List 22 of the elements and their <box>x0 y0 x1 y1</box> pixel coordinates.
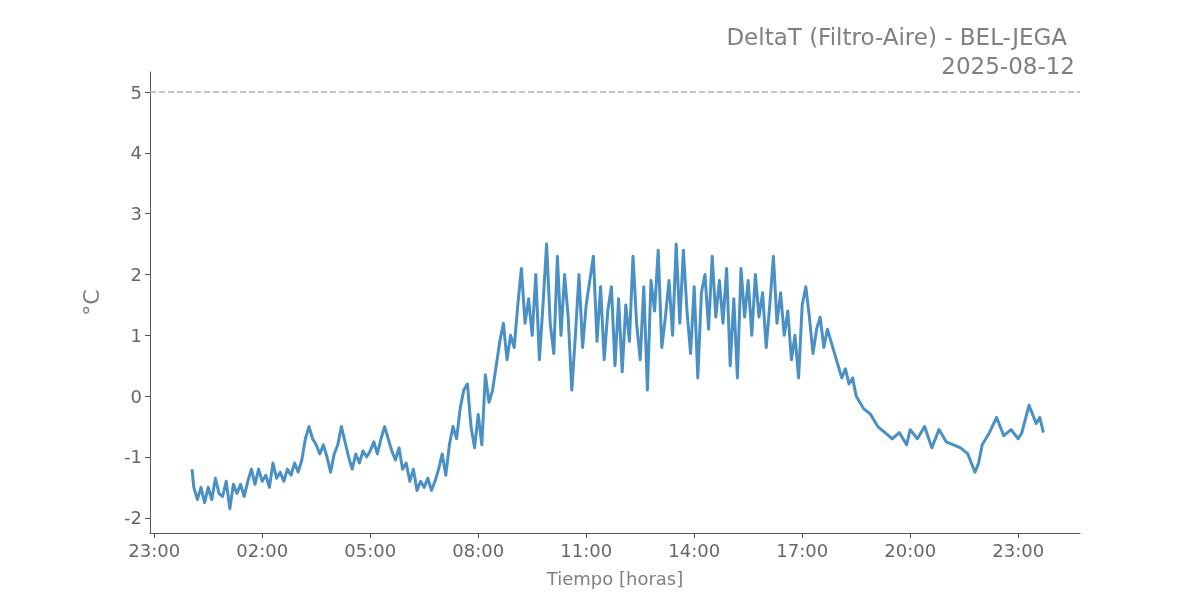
x-tick-label: 23:00 <box>128 539 181 561</box>
x-tick-label: 08:00 <box>452 539 505 561</box>
y-tick-label: 5 <box>130 81 142 103</box>
x-tick-label: 20:00 <box>884 539 937 561</box>
y-tick-label: 3 <box>130 203 142 225</box>
x-tick-label: 05:00 <box>344 539 397 561</box>
y-tick-label: 4 <box>130 142 142 164</box>
y-tick-label: 1 <box>130 324 142 346</box>
x-axis-title: Tiempo [horas] <box>545 567 684 589</box>
y-tick-label: 2 <box>130 264 142 286</box>
y-tick-label: -2 <box>124 507 142 529</box>
chart-title: DeltaT (Filtro-Aire) - BEL-JEGA <box>726 23 1068 50</box>
x-tick-label: 02:00 <box>236 539 289 561</box>
x-tick-label: 11:00 <box>560 539 613 561</box>
y-axis-title: °C <box>78 289 104 316</box>
line-series <box>190 242 1045 511</box>
y-tick-label: -1 <box>124 446 142 468</box>
x-tick-label: 23:00 <box>992 539 1045 561</box>
x-tick-label: 14:00 <box>668 539 721 561</box>
y-tick-label: 0 <box>130 385 142 407</box>
x-tick-label: 17:00 <box>776 539 829 561</box>
chart-subtitle: 2025-08-12 <box>941 52 1076 79</box>
